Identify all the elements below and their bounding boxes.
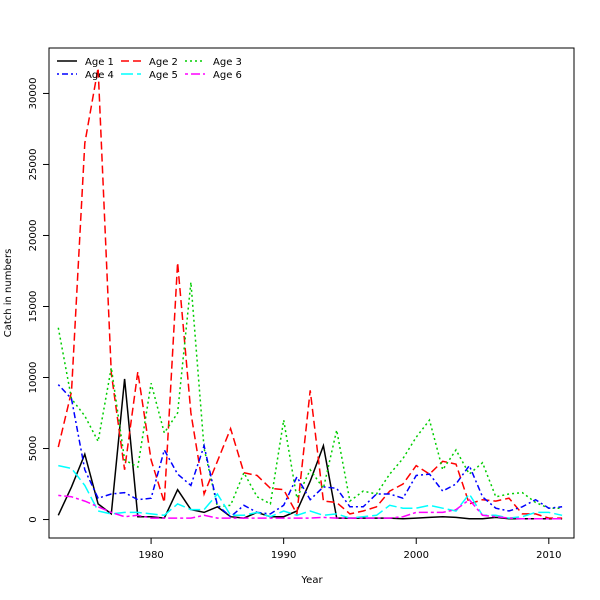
plot-frame <box>48 47 575 539</box>
legend: Age 1 Age 2 Age 3 Age 4 Age 5 Age 6 <box>57 57 242 81</box>
legend-label: Age 1 <box>85 57 114 68</box>
series-layer <box>57 67 563 520</box>
legend-label: Age 5 <box>149 70 178 81</box>
y-tick-label: 30000 <box>28 78 39 110</box>
legend-label: Age 3 <box>213 57 242 68</box>
legend-label: Age 6 <box>213 70 242 81</box>
y-tick-label: 25000 <box>28 149 39 181</box>
legend-label: Age 2 <box>149 57 178 68</box>
x-axis-label: Year <box>300 575 323 586</box>
series-line-age-6 <box>58 494 563 520</box>
series-line-age-3 <box>57 282 563 509</box>
x-tick-label: 1980 <box>138 550 163 561</box>
y-tick-label: 15000 <box>28 291 39 323</box>
y-axis: 0 5000 10000 15000 20000 25000 30000 <box>28 78 49 523</box>
series-line-age-2 <box>57 67 563 519</box>
x-axis: 1980 1990 2000 2010 <box>138 537 562 561</box>
y-tick-label: 0 <box>28 516 39 522</box>
x-tick-label: 2000 <box>404 550 429 561</box>
series-line-age-4 <box>57 384 563 518</box>
x-tick-label: 1990 <box>271 550 296 561</box>
series-line-age-5 <box>58 464 563 519</box>
legend-label: Age 4 <box>85 70 114 81</box>
y-tick-label: 5000 <box>28 436 39 461</box>
y-tick-label: 20000 <box>28 220 39 252</box>
y-tick-label: 10000 <box>28 362 39 394</box>
y-axis-label: Catch in numbers <box>3 249 14 338</box>
x-tick-label: 2010 <box>536 550 561 561</box>
series-line-age-1 <box>57 378 563 520</box>
